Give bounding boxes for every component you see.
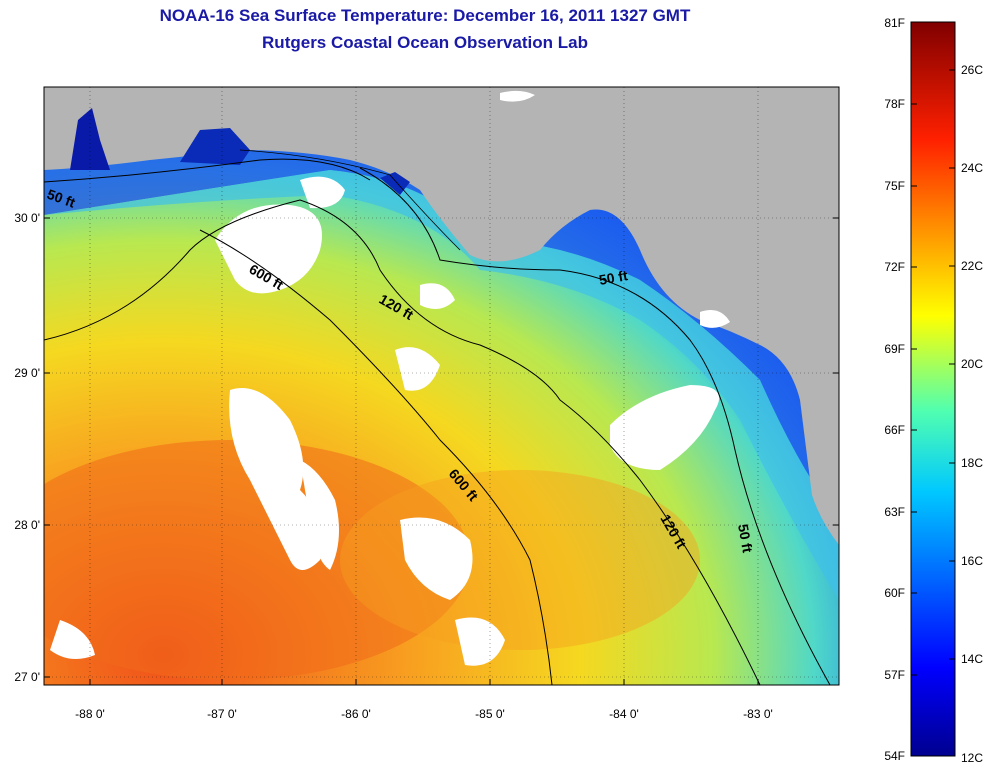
- map-panel: [44, 87, 839, 685]
- latitude-label: 29 0': [14, 366, 40, 380]
- cloud-cover: [215, 204, 322, 294]
- colorbar-celsius-label: 14C: [961, 652, 983, 666]
- longitude-label: -84 0': [609, 707, 639, 721]
- colorbar-celsius-label: 24C: [961, 161, 983, 175]
- isobath-50ft-east: [359, 167, 831, 685]
- colorbar-celsius-label: 20C: [961, 357, 983, 371]
- warm-water-region: [44, 440, 470, 680]
- cloud-cover: [610, 385, 720, 470]
- longitude-label: -86 0': [341, 707, 371, 721]
- cloud-cover: [455, 617, 505, 666]
- map-subtitle: Rutgers Coastal Ocean Observation Lab: [262, 33, 588, 52]
- colorbar-fahrenheit-label: 60F: [884, 586, 905, 600]
- cloud-cover: [229, 388, 323, 570]
- isobath-50ft-west: [44, 158, 371, 183]
- latitude-label: 28 0': [14, 518, 40, 532]
- colorbar-fahrenheit-label: 57F: [884, 668, 905, 682]
- longitude-label: -85 0': [475, 707, 505, 721]
- cloud-cover: [400, 517, 473, 600]
- coastline: [239, 149, 461, 251]
- cloud-cover: [395, 347, 440, 391]
- colorbar-fahrenheit-label: 54F: [884, 749, 905, 763]
- colorbar-fahrenheit-label: 69F: [884, 342, 905, 356]
- colorbar-fahrenheit-label: 81F: [884, 16, 905, 30]
- colorbar-fahrenheit-label: 75F: [884, 179, 905, 193]
- colorbar-celsius-label: 26C: [961, 63, 983, 77]
- contour-label: 50 ft: [735, 523, 756, 554]
- longitude-label: -88 0': [75, 707, 105, 721]
- warm-water-region: [340, 470, 700, 650]
- colorbar-ticks: [911, 69, 955, 676]
- cloud-cover: [700, 309, 730, 328]
- graticule: [44, 87, 839, 685]
- bay-water: [180, 128, 250, 165]
- colorbar-celsius-label: 16C: [961, 554, 983, 568]
- map-title: NOAA-16 Sea Surface Temperature: Decembe…: [159, 6, 691, 25]
- cloud-cover: [300, 460, 339, 570]
- latitude-label: 27 0': [14, 670, 40, 684]
- longitude-label: -83 0': [743, 707, 773, 721]
- colorbar-celsius-label: 12C: [961, 751, 983, 765]
- longitude-label: -87 0': [207, 707, 237, 721]
- land-mass: [44, 87, 839, 545]
- cloud-cover: [420, 283, 455, 309]
- colorbar-fahrenheit-label: 66F: [884, 423, 905, 437]
- isobath-600ft: [199, 229, 553, 685]
- cloud-cover: [50, 620, 95, 659]
- colorbar-celsius-label: 18C: [961, 456, 983, 470]
- cloud-cover: [300, 176, 345, 209]
- isobath-120ft: [44, 199, 761, 685]
- map-frame: [43, 86, 840, 686]
- cloud-cover: [500, 90, 535, 102]
- axis-ticks: [44, 217, 839, 685]
- colorbar-fahrenheit-label: 72F: [884, 260, 905, 274]
- contour-label: 50 ft: [598, 267, 629, 288]
- colorbar-fahrenheit-label: 63F: [884, 505, 905, 519]
- colorbar-celsius-label: 22C: [961, 259, 983, 273]
- latitude-label: 30 0': [14, 211, 40, 225]
- temperature-colorbar: [910, 21, 956, 757]
- colorbar-fahrenheit-label: 78F: [884, 97, 905, 111]
